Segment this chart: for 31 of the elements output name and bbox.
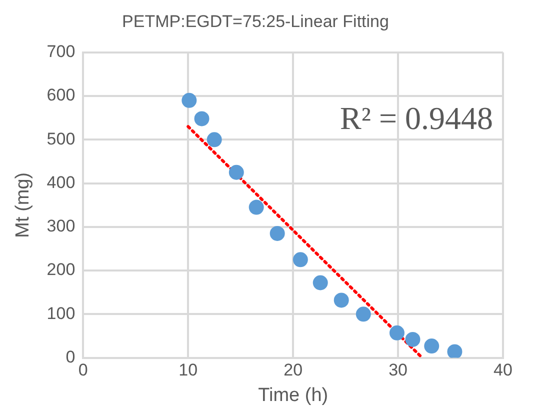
- y-tick-label: 600: [46, 86, 76, 105]
- point: [248, 200, 264, 215]
- y-tick-label: 0: [66, 347, 76, 366]
- y-tick-label: 100: [46, 304, 76, 323]
- chart-title: PETMP:EGDT=75:25-Linear Fitting: [122, 12, 389, 31]
- point: [270, 226, 285, 241]
- point: [405, 332, 420, 347]
- x-tick-label: 20: [284, 360, 303, 380]
- point: [228, 164, 244, 180]
- point: [424, 338, 440, 354]
- point: [389, 325, 404, 340]
- point: [194, 111, 210, 126]
- x-tick-label: 10: [178, 360, 198, 380]
- point: [206, 132, 222, 148]
- annotation: R² = 0.9448: [340, 100, 493, 136]
- y-tick-label: 500: [46, 129, 76, 148]
- x-tick-label: 30: [388, 360, 408, 380]
- point: [447, 344, 462, 358]
- x-axis-title: Time (h): [258, 384, 328, 406]
- x-tick-label: 0: [78, 360, 88, 380]
- point: [334, 292, 349, 308]
- y-tick-label: 400: [46, 172, 76, 192]
- point: [292, 252, 308, 268]
- x-tick-label: 40: [494, 360, 512, 380]
- y-axis-title: Mt (mg): [12, 172, 34, 238]
- y-tick-label: 300: [46, 216, 76, 236]
- y-tick-label: 200: [46, 260, 76, 280]
- point: [182, 92, 197, 108]
- point: [312, 275, 328, 290]
- y-tick-label: 700: [46, 42, 76, 62]
- point: [356, 306, 371, 322]
